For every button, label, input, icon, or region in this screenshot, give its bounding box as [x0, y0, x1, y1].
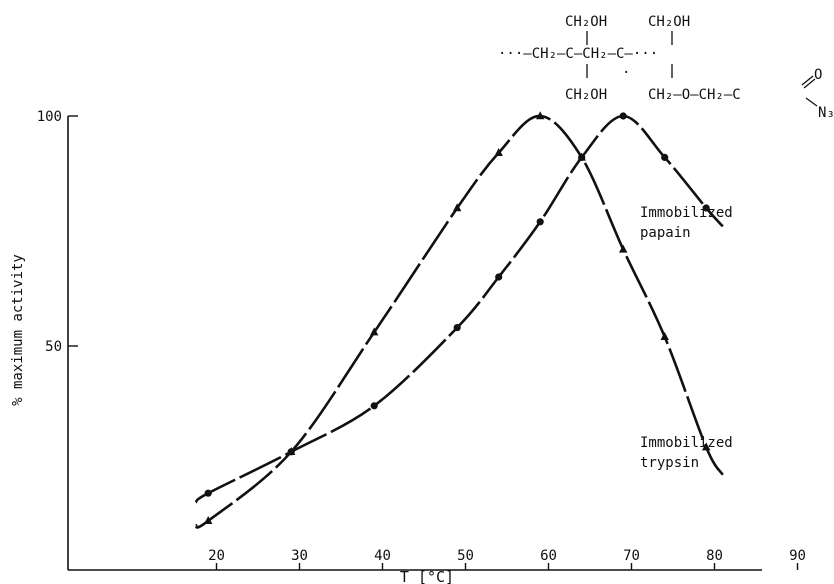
- series-label-trypsin-line1: Immobilized: [640, 435, 733, 451]
- structure-center-dot: ·: [622, 65, 630, 81]
- structure-carbonyl-oxygen: O: [814, 67, 822, 83]
- x-tick-label: 50: [457, 548, 474, 564]
- x-tick-label: 30: [291, 548, 308, 564]
- x-tick-label: 70: [623, 548, 640, 564]
- x-axis-title: T [°C]: [400, 568, 454, 584]
- data-point-circle: [536, 218, 544, 226]
- structure-double-bond: [801, 75, 814, 86]
- data-point-circle: [204, 489, 212, 497]
- data-point-circle: [702, 204, 710, 212]
- series-immobilized-trypsin: [194, 111, 724, 529]
- structure-bottom-left: CH₂OH: [565, 87, 607, 103]
- structure-bond: [805, 97, 818, 107]
- data-point-circle: [370, 402, 378, 410]
- series-layer: [194, 111, 724, 529]
- series-label-trypsin: Immobilized trypsin: [640, 435, 733, 471]
- x-tick-label: 40: [374, 548, 391, 564]
- data-point-triangle: [287, 447, 296, 455]
- data-point-triangle: [370, 327, 379, 336]
- data-point-triangle: [702, 442, 711, 451]
- structure-azide: N₃: [818, 105, 834, 121]
- x-axis-ticks: 20 30 40 50 60 70 80 90: [208, 548, 806, 570]
- data-point-triangle: [453, 203, 462, 212]
- x-tick-label: 60: [540, 548, 557, 564]
- series-label-papain-line2: papain: [640, 225, 691, 241]
- data-point-circle: [495, 273, 503, 281]
- series-label-papain: Immobilized papain: [640, 205, 733, 241]
- data-point-triangle: [577, 152, 586, 161]
- structure-chain: ···—CH₂—C—CH₂—C—···: [498, 46, 658, 62]
- y-tick-label: 50: [45, 339, 62, 355]
- structure-top-left: CH₂OH: [565, 14, 607, 30]
- data-point-triangle: [204, 516, 213, 524]
- data-point-triangle: [536, 111, 545, 120]
- data-point-circle: [661, 153, 669, 161]
- structure-top-right: CH₂OH: [648, 14, 690, 30]
- data-point-triangle: [660, 332, 669, 340]
- structure-bottom-right: CH₂—O—CH₂—C: [648, 87, 741, 103]
- data-point-circle: [453, 324, 461, 332]
- chemical-structure: CH₂OH CH₂OH ···—CH₂—C—CH₂—C—··· · CH₂OH …: [498, 14, 834, 121]
- y-tick-label: 100: [37, 109, 62, 125]
- x-tick-label: 20: [208, 548, 225, 564]
- y-axis-title: % maximum activity: [10, 254, 26, 406]
- series-label-trypsin-line2: trypsin: [640, 455, 699, 471]
- x-tick-label: 90: [789, 548, 806, 564]
- y-axis-ticks: 50 100: [37, 109, 78, 355]
- data-point-circle: [619, 112, 627, 120]
- series-label-papain-line1: Immobilized: [640, 205, 733, 221]
- data-point-triangle: [494, 148, 503, 156]
- structure-double-bond: [803, 78, 816, 89]
- x-tick-label: 80: [706, 548, 723, 564]
- data-point-triangle: [619, 244, 628, 253]
